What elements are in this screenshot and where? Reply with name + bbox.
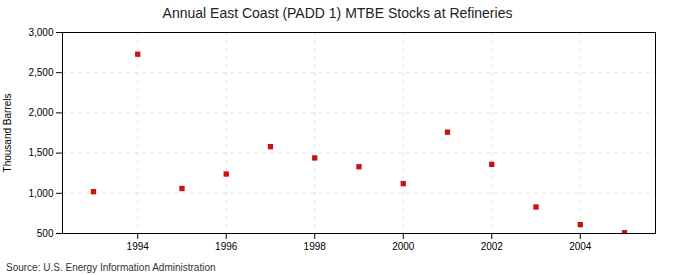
svg-text:3,000: 3,000 [28,27,53,38]
svg-text:Thousand Barrels: Thousand Barrels [2,94,13,173]
html-text:Annual East Coast (PADD 1) MTB: Annual East Coast (PADD 1) MTBE Stocks a… [162,5,513,21]
svg-text:1994: 1994 [127,241,150,252]
svg-text:2002: 2002 [481,241,504,252]
svg-text:1,000: 1,000 [28,188,53,199]
svg-text:1996: 1996 [215,241,238,252]
svg-text:2,000: 2,000 [28,107,53,118]
svg-text:2004: 2004 [569,241,592,252]
html-text:Source: U.S. Energy Informatio: Source: U.S. Energy Information Administ… [6,262,216,273]
svg-text:2000: 2000 [392,241,415,252]
svg-text:1998: 1998 [304,241,327,252]
svg-text:1,500: 1,500 [28,147,53,158]
svg-text:500: 500 [37,228,54,239]
svg-text:2,500: 2,500 [28,67,53,78]
